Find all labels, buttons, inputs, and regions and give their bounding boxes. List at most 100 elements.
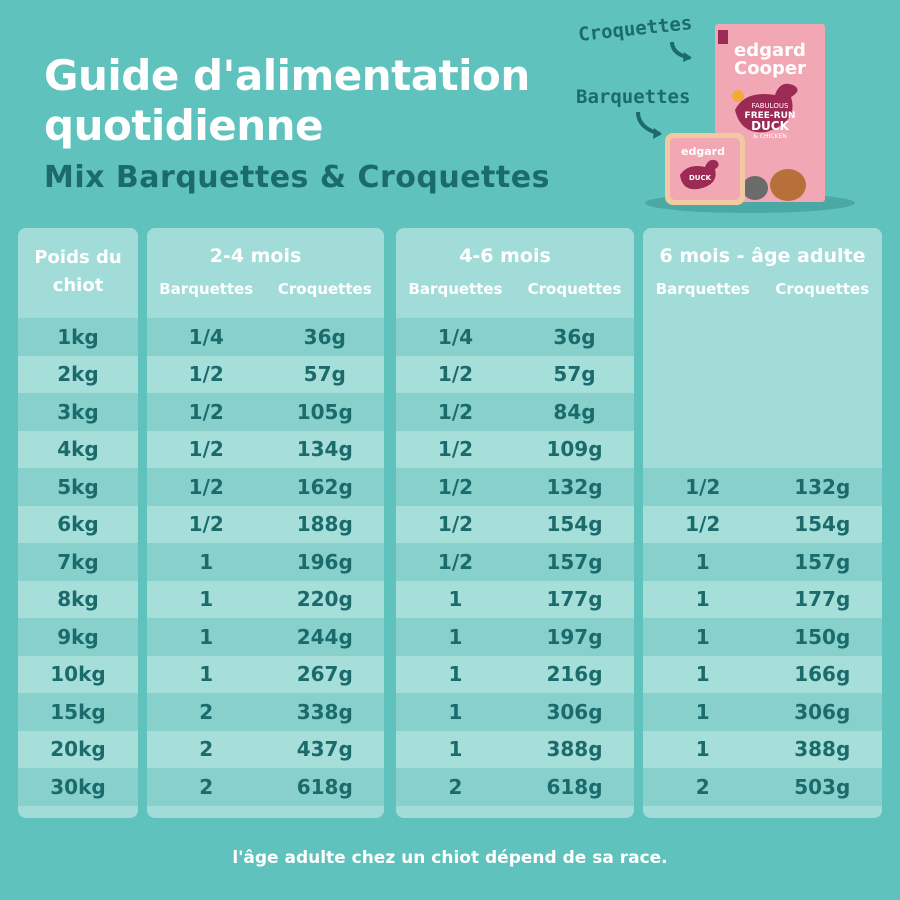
table-row — [643, 431, 882, 469]
barquettes-cell: 1/2 — [188, 399, 224, 424]
barquettes-cell: 1/2 — [188, 362, 224, 387]
croquettes-cell: 157g — [794, 549, 851, 574]
croquettes-cell: 154g — [546, 512, 603, 537]
barquettes-cell: 2 — [448, 774, 463, 799]
table-row: 1/2 57g — [147, 355, 384, 393]
weight-cell: 30kg — [50, 774, 106, 799]
barquettes-cell: 1/4 — [437, 324, 474, 349]
croquettes-cell: 437g — [296, 737, 353, 762]
croquettes-cell: 244g — [296, 624, 353, 649]
croquettes-cell: 162g — [296, 474, 353, 499]
age-group-label: 4-6 mois — [459, 245, 551, 267]
table-row: 3kg — [18, 393, 138, 431]
croquettes-cell: 154g — [794, 512, 851, 537]
table-row: 1/2 84g — [396, 393, 634, 431]
table-row: 1 166g — [643, 655, 882, 693]
barquettes-cell: 1/2 — [437, 437, 474, 462]
croquettes-cell: 109g — [546, 437, 603, 462]
footer-note: l'âge adulte chez un chiot dépend de sa … — [232, 848, 668, 868]
barquettes-cell: 2 — [199, 737, 214, 762]
barquettes-cell: 1 — [448, 737, 463, 762]
age-group-header: 4-6 mois Barquettes Croquettes — [396, 228, 634, 316]
table-row: 20kg — [18, 730, 138, 768]
table-row: 1/4 36g — [147, 318, 384, 356]
table-row: 1 388g — [396, 730, 634, 768]
table-row: 8kg — [18, 580, 138, 618]
age-group-header: 2-4 mois Barquettes Croquettes — [147, 228, 384, 316]
weight-cell: 4kg — [57, 437, 99, 462]
croquettes-cell: 267g — [296, 662, 353, 687]
weight-cell: 5kg — [57, 474, 99, 499]
croquettes-cell: 216g — [546, 662, 603, 687]
svg-text:DUCK: DUCK — [751, 119, 790, 133]
barquettes-cell: 1 — [695, 699, 710, 724]
table-row: 1 216g — [396, 655, 634, 693]
croquettes-cell: 84g — [553, 399, 596, 424]
croquettes-cell: 157g — [546, 549, 603, 574]
age-group-column: 6 mois - âge adulte Barquettes Croquettes 1… — [643, 228, 882, 818]
table-row — [643, 393, 882, 431]
barquettes-cell: 2 — [695, 774, 710, 799]
tray-label: Barquettes — [576, 86, 691, 108]
barquettes-cell: 1/4 — [188, 324, 224, 349]
croquettes-cell: 618g — [296, 774, 353, 799]
table-row: 9kg — [18, 618, 138, 656]
table-row: 1/2 154g — [643, 505, 882, 543]
svg-text:Cooper: Cooper — [734, 58, 806, 79]
croquettes-cell: 503g — [794, 774, 851, 799]
table-row — [643, 318, 882, 356]
croquettes-cell: 388g — [794, 737, 851, 762]
barquettes-cell: 1 — [695, 549, 710, 574]
table-row: 2 338g — [147, 693, 384, 731]
sub-header-croquettes: Croquettes — [277, 280, 372, 298]
croquettes-cell: 220g — [296, 587, 353, 612]
weight-header-label: Poids du chiot — [34, 247, 122, 296]
croquettes-cell: 132g — [546, 474, 603, 499]
barquettes-cell: 1 — [695, 624, 710, 649]
table-row: 1/2 157g — [396, 543, 634, 581]
table-row: 1/2 132g — [643, 468, 882, 506]
title-line-2: quotidienne — [44, 101, 324, 150]
table-row: 1 267g — [147, 655, 384, 693]
weight-cell: 9kg — [57, 624, 99, 649]
barquettes-cell: 1/2 — [437, 512, 474, 537]
table-row: 6kg — [18, 505, 138, 543]
weight-cell: 10kg — [50, 662, 106, 687]
weight-cell: 20kg — [50, 737, 106, 762]
table-row: 1 306g — [643, 693, 882, 731]
svg-text:edgard: edgard — [681, 145, 725, 158]
table-row: 1/4 36g — [396, 318, 634, 356]
table-row: 1/2 188g — [147, 505, 384, 543]
croquettes-cell: 388g — [546, 737, 603, 762]
croquettes-cell: 132g — [794, 474, 851, 499]
croquettes-cell: 105g — [296, 399, 353, 424]
table-row: 1 306g — [396, 693, 634, 731]
table-row: 4kg — [18, 430, 138, 468]
table-row: 1/2 57g — [396, 355, 634, 393]
table-row: 1 150g — [643, 618, 882, 656]
barquettes-cell: 1/2 — [188, 512, 224, 537]
barquettes-cell: 1 — [199, 662, 214, 687]
table-row: 5kg — [18, 468, 138, 506]
croquettes-cell: 134g — [296, 437, 353, 462]
weight-cell: 15kg — [50, 699, 106, 724]
table-row: 1 157g — [643, 543, 882, 581]
table-row: 15kg — [18, 693, 138, 731]
barquettes-cell: 1/2 — [188, 437, 224, 462]
croquettes-cell: 618g — [546, 774, 603, 799]
barquettes-cell: 1/2 — [685, 512, 721, 537]
age-group-label: 6 mois - âge adulte — [659, 245, 866, 267]
weight-column: Poids du chiot 1kg 2kg 3kg 4kg 5kg 6kg 7kg 8kg 9k… — [18, 228, 138, 818]
barquettes-cell: 1 — [695, 662, 710, 687]
weight-cell: 8kg — [57, 587, 99, 612]
table-row: 1 388g — [643, 730, 882, 768]
croquettes-cell: 150g — [794, 624, 851, 649]
barquettes-cell: 1 — [448, 662, 463, 687]
barquettes-cell: 1/2 — [437, 399, 474, 424]
table-row — [643, 356, 882, 394]
weight-cell: 2kg — [57, 362, 99, 387]
croquettes-cell: 57g — [303, 362, 346, 387]
croquettes-cell: 57g — [553, 362, 596, 387]
barquettes-cell: 1 — [448, 587, 463, 612]
svg-text:DUCK: DUCK — [689, 174, 712, 182]
